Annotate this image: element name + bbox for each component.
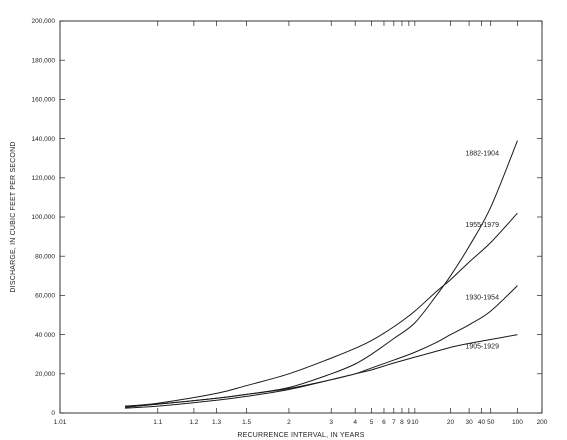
- y-tick-label: 100,000: [32, 214, 56, 221]
- x-tick-label: 1.5: [242, 419, 251, 426]
- y-tick-label: 40 000: [35, 332, 55, 339]
- x-tick-label: 7: [392, 419, 396, 426]
- x-tick-label: 1.1: [153, 419, 162, 426]
- plot-frame: [59, 20, 543, 414]
- x-tick-label: 200: [537, 419, 548, 426]
- x-tick-label: 8: [400, 419, 404, 426]
- y-tick-label: 120,000: [32, 175, 56, 182]
- y-axis-ticks: 0 20,000 40 000 60,000 80,000 100,000 120,000 1…: [32, 18, 542, 417]
- series-label: 1930-1954: [465, 295, 499, 302]
- series-labels: 1882-1904 1955-1979 1930-1954 1905-1929: [465, 151, 499, 351]
- series-label: 1882-1904: [465, 151, 499, 158]
- y-tick-label: 0: [51, 410, 55, 417]
- series-curves: [124, 140, 518, 409]
- y-tick-label: 20,000: [35, 371, 55, 378]
- x-tick-label: 10: [411, 419, 419, 426]
- x-tick-label: 3: [329, 419, 333, 426]
- x-tick-label: 4: [353, 419, 357, 426]
- x-tick-label: 1.2: [189, 419, 198, 426]
- series-line: [124, 334, 518, 408]
- series-line: [124, 140, 518, 408]
- y-tick-label: 80,000: [35, 253, 55, 260]
- y-tick-label: 160,000: [32, 97, 56, 104]
- series-line: [124, 212, 518, 407]
- series-label: 1905-1929: [465, 344, 499, 351]
- x-tick-label: 20: [447, 419, 455, 426]
- x-tick-label: 6: [382, 419, 386, 426]
- x-axis-ticks: 1.01 1.1 1.2 1.3 1.5 2 3 4 5 6 7 8 9 10 20 30 40 50 100 200: [54, 21, 548, 426]
- x-tick-label: 5: [370, 419, 374, 426]
- y-tick-label: 200,000: [32, 18, 56, 25]
- y-axis-title: DISCHARGE, IN CUBIC FEET PER SECOND: [10, 141, 17, 292]
- x-tick-label: 50: [487, 419, 495, 426]
- x-tick-label: 9: [407, 419, 411, 426]
- series-line: [124, 285, 518, 409]
- x-tick-label: 1.01: [54, 419, 67, 426]
- x-tick-label: 2: [287, 419, 291, 426]
- x-tick-label: 40: [478, 419, 486, 426]
- x-tick-label: 1.3: [212, 419, 221, 426]
- y-tick-label: 140,000: [32, 136, 56, 143]
- x-tick-label: 30: [465, 419, 473, 426]
- series-label: 1955-1979: [465, 222, 499, 229]
- y-tick-label: 180,000: [32, 57, 56, 64]
- x-tick-label: 100: [512, 419, 523, 426]
- y-tick-label: 60,000: [35, 293, 55, 300]
- x-axis-title: RECURRENCE INTERVAL, IN YEARS: [237, 432, 364, 439]
